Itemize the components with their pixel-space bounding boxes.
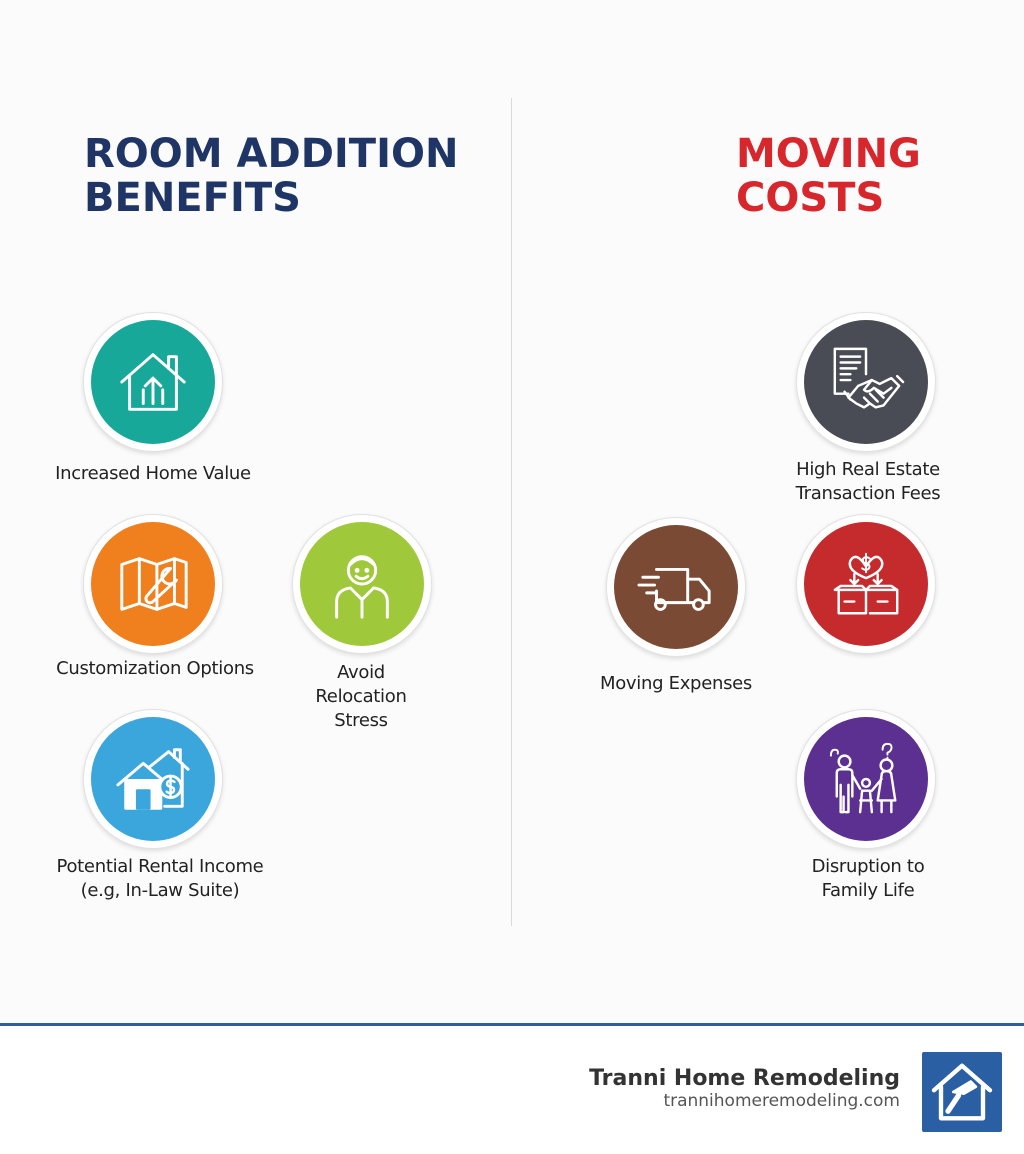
moving-costs-heading: MOVING COSTS	[736, 132, 921, 220]
contract-handshake-icon	[833, 347, 905, 409]
label-line: Avoid	[337, 662, 385, 683]
label-line: High Real Estate	[796, 459, 940, 480]
boxes-money-badge	[796, 514, 936, 654]
avoid-relocation-stress-label: Avoid Relocation Stress	[296, 661, 426, 733]
increased-home-value-label: Increased Home Value	[55, 463, 251, 484]
badge-disc	[300, 522, 424, 646]
footer-rule	[0, 1023, 1024, 1026]
house-dollar-icon	[116, 748, 190, 810]
badge-disc	[804, 717, 928, 841]
badge-disc	[91, 717, 215, 841]
avoid-relocation-stress-badge	[292, 514, 432, 654]
increased-home-value-badge	[83, 312, 223, 452]
boxes-money-icon	[833, 552, 899, 615]
brand-url: trannihomeremodeling.com	[663, 1091, 900, 1111]
customization-options-label: Customization Options	[56, 658, 254, 679]
moving-expenses-label: Moving Expenses	[599, 673, 753, 694]
customization-options-badge	[83, 514, 223, 654]
heading-line: MOVING	[736, 131, 921, 177]
family-disruption-badge	[796, 709, 936, 849]
column-divider	[511, 98, 512, 926]
smiling-person-icon	[335, 555, 389, 619]
label-line: Stress	[334, 710, 388, 731]
transaction-fees-label: High Real Estate Transaction Fees	[768, 458, 968, 506]
label-line: Relocation	[315, 686, 407, 707]
family-question-icon	[829, 742, 897, 814]
moving-truck-icon	[637, 567, 711, 611]
family-disruption-label: Disruption to Family Life	[768, 855, 968, 903]
house-arrow-up-icon	[120, 353, 186, 411]
label-line: Transaction Fees	[795, 483, 941, 504]
moving-expenses-badge	[606, 517, 746, 657]
badge-disc	[804, 320, 928, 444]
badge-disc	[614, 525, 738, 649]
transaction-fees-badge	[796, 312, 936, 452]
label-line: Disruption to	[811, 856, 925, 877]
label-line: (e.g, In-Law Suite)	[80, 880, 240, 901]
footer	[0, 1026, 1024, 1154]
brand-logo	[922, 1052, 1002, 1132]
badge-disc	[804, 522, 928, 646]
room-addition-heading: ROOM ADDITION BENEFITS	[84, 132, 458, 220]
house-hammer-icon	[931, 1063, 993, 1121]
badge-disc	[91, 320, 215, 444]
blueprint-wrench-icon	[120, 557, 188, 611]
badge-disc	[91, 522, 215, 646]
heading-line: ROOM ADDITION	[84, 131, 459, 177]
label-line: Family Life	[821, 880, 915, 901]
heading-line: BENEFITS	[84, 175, 301, 221]
brand-name: Tranni Home Remodeling	[589, 1066, 900, 1091]
heading-line: COSTS	[736, 175, 885, 221]
label-line: Potential Rental Income	[56, 856, 264, 877]
potential-rental-income-badge	[83, 709, 223, 849]
potential-rental-income-label: Potential Rental Income (e.g, In-Law Sui…	[30, 855, 290, 903]
